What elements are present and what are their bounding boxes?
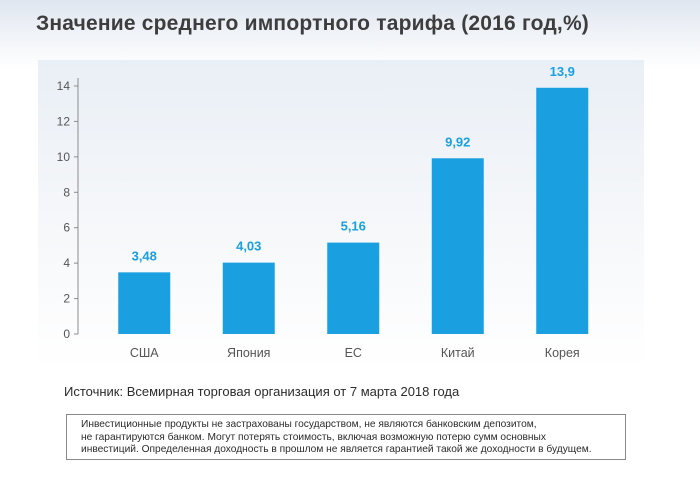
bar xyxy=(327,242,380,334)
bar-value-label: 5,16 xyxy=(341,219,366,234)
y-tick-label: 12 xyxy=(57,114,71,128)
disclaimer-box: Инвестиционные продукты не застрахованы … xyxy=(66,414,626,460)
y-tick-label: 14 xyxy=(57,79,71,93)
bar-chart: 0 2 4 6 8 10 12 14 3,48 США 4,03 Япония 5,16 ЕС 9,92 Ки… xyxy=(57,64,589,360)
chart-panel: 0 2 4 6 8 10 12 14 3,48 США 4,03 Япония 5,16 ЕС 9,92 Ки… xyxy=(38,60,644,370)
y-tick-label: 8 xyxy=(63,185,70,199)
x-category-label: США xyxy=(130,346,159,360)
y-tick-label: 0 xyxy=(63,327,70,341)
bar xyxy=(431,158,484,334)
bar-value-label: 3,48 xyxy=(132,248,157,263)
disclaimer-text: Инвестиционные продукты не застрахованы … xyxy=(81,419,592,455)
bar xyxy=(118,272,171,334)
x-category-label: Япония xyxy=(227,346,270,360)
bar xyxy=(222,262,275,334)
bar-value-label: 4,03 xyxy=(236,239,261,254)
bar-value-label: 13,9 xyxy=(550,64,575,79)
x-category-label: Китай xyxy=(441,346,475,360)
y-tick-label: 10 xyxy=(57,150,71,164)
y-tick-label: 2 xyxy=(63,292,70,306)
y-tick-label: 6 xyxy=(63,221,70,235)
x-category-label: Корея xyxy=(545,346,580,360)
bar-value-label: 9,92 xyxy=(445,134,470,149)
y-tick-label: 4 xyxy=(63,256,70,270)
chart-title: Значение среднего импортного тарифа (201… xyxy=(36,12,590,35)
bar xyxy=(536,87,589,335)
header-background xyxy=(0,0,700,70)
source-note: Источник: Всемирная торговая организация… xyxy=(64,384,460,399)
x-category-label: ЕС xyxy=(345,346,362,360)
